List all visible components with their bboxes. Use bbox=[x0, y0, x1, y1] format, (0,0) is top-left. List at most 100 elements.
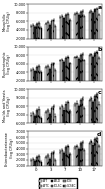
Bar bbox=[78, 149, 80, 171]
Bar bbox=[82, 54, 83, 89]
Bar bbox=[63, 110, 65, 175]
Bar bbox=[62, 150, 63, 171]
Bar bbox=[89, 143, 90, 171]
Bar bbox=[34, 161, 36, 171]
Bar bbox=[96, 138, 98, 171]
Bar bbox=[98, 15, 100, 47]
Bar bbox=[69, 63, 71, 89]
Bar bbox=[96, 9, 98, 47]
Bar bbox=[60, 60, 61, 89]
Bar bbox=[40, 72, 42, 89]
Bar bbox=[38, 156, 40, 171]
Bar bbox=[76, 146, 78, 171]
Text: a: a bbox=[97, 5, 101, 10]
Bar bbox=[51, 21, 52, 47]
Bar bbox=[55, 116, 56, 175]
Bar bbox=[94, 139, 96, 171]
Bar bbox=[74, 57, 76, 89]
Bar bbox=[47, 110, 49, 175]
Bar bbox=[40, 162, 42, 171]
Bar bbox=[51, 64, 52, 89]
Bar bbox=[45, 67, 47, 89]
Bar bbox=[65, 15, 67, 47]
Bar bbox=[74, 14, 76, 47]
Bar bbox=[34, 26, 36, 47]
Bar bbox=[63, 153, 65, 171]
Bar bbox=[55, 160, 56, 171]
Bar bbox=[96, 52, 98, 89]
Bar bbox=[98, 104, 100, 175]
Bar bbox=[53, 63, 54, 89]
Bar bbox=[36, 110, 38, 175]
Bar bbox=[55, 26, 56, 47]
Bar bbox=[98, 146, 100, 171]
Bar bbox=[67, 57, 69, 89]
Bar bbox=[89, 100, 90, 175]
Bar bbox=[55, 70, 56, 89]
Bar bbox=[45, 24, 47, 47]
Bar bbox=[31, 160, 32, 171]
Bar bbox=[31, 115, 32, 175]
Bar bbox=[38, 109, 40, 175]
Bar bbox=[98, 58, 100, 89]
Bar bbox=[69, 154, 71, 171]
Bar bbox=[76, 103, 78, 175]
Bar bbox=[65, 147, 67, 171]
Bar bbox=[92, 57, 94, 89]
Bar bbox=[94, 9, 96, 47]
Bar bbox=[69, 20, 71, 47]
Bar bbox=[60, 151, 61, 171]
Bar bbox=[67, 146, 69, 171]
Bar bbox=[78, 59, 80, 89]
Bar bbox=[84, 150, 85, 171]
Bar bbox=[69, 111, 71, 175]
Bar bbox=[92, 102, 94, 175]
Bar bbox=[53, 20, 54, 47]
Bar bbox=[45, 112, 47, 175]
Bar bbox=[53, 152, 54, 171]
Bar bbox=[38, 66, 40, 89]
Bar bbox=[80, 100, 81, 175]
Bar bbox=[40, 28, 42, 47]
Bar bbox=[60, 17, 61, 47]
Bar bbox=[33, 25, 34, 47]
Text: b: b bbox=[97, 47, 101, 52]
Bar bbox=[49, 159, 51, 171]
Bar bbox=[74, 105, 76, 175]
Y-axis label: Mesophilic
(log CFU/g): Mesophilic (log CFU/g) bbox=[3, 12, 11, 31]
Bar bbox=[82, 142, 83, 171]
Bar bbox=[62, 60, 63, 89]
Text: c: c bbox=[98, 90, 101, 95]
Bar bbox=[80, 12, 81, 47]
Bar bbox=[38, 23, 40, 47]
Y-axis label: Moulds and Yeasts
(log CFU/g): Moulds and Yeasts (log CFU/g) bbox=[3, 90, 11, 122]
Bar bbox=[36, 157, 38, 171]
Bar bbox=[82, 11, 83, 47]
Bar bbox=[89, 55, 90, 89]
Bar bbox=[63, 62, 65, 89]
Text: d: d bbox=[97, 132, 101, 137]
Bar bbox=[89, 12, 90, 47]
Bar bbox=[65, 58, 67, 89]
Bar bbox=[31, 26, 32, 47]
Bar bbox=[78, 106, 80, 175]
Bar bbox=[31, 70, 32, 89]
Bar bbox=[84, 108, 85, 175]
Bar bbox=[33, 69, 34, 89]
Bar bbox=[47, 155, 49, 171]
Bar bbox=[51, 153, 52, 171]
Bar bbox=[49, 114, 51, 175]
Bar bbox=[91, 141, 92, 171]
Bar bbox=[82, 98, 83, 175]
Bar bbox=[60, 108, 61, 175]
Bar bbox=[45, 157, 47, 171]
Bar bbox=[80, 143, 81, 171]
Bar bbox=[36, 24, 38, 47]
Bar bbox=[49, 25, 51, 47]
Bar bbox=[84, 16, 85, 47]
Bar bbox=[63, 18, 65, 47]
Bar bbox=[51, 108, 52, 175]
Bar bbox=[78, 15, 80, 47]
Bar bbox=[65, 104, 67, 175]
Bar bbox=[92, 145, 94, 171]
